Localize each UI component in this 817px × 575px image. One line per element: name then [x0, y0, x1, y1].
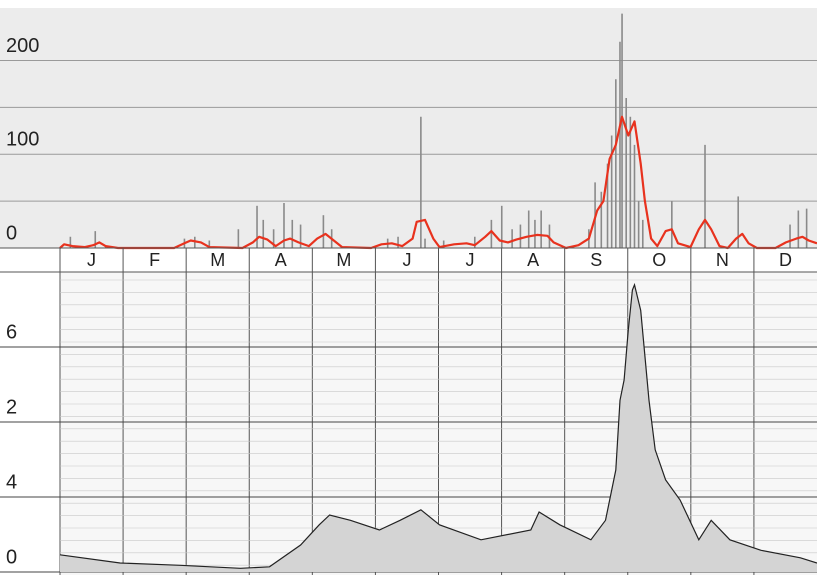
top-panel-bg	[0, 8, 817, 248]
y-tick-label: 200	[6, 35, 39, 57]
y-tick-label: 0	[6, 546, 17, 568]
bar	[256, 205, 258, 248]
area-fill	[60, 284, 817, 572]
bar	[615, 79, 617, 248]
bar	[322, 215, 325, 248]
bar	[237, 229, 240, 248]
month-label: J	[402, 250, 411, 270]
bar	[619, 41, 621, 248]
plot-layer: 0 100 200 J F M A M J J A S O N D 6 2 4 0	[0, 13, 817, 575]
month-label: D	[779, 250, 792, 270]
bar	[600, 191, 603, 248]
hydrograph-line	[59, 282, 817, 569]
bar	[789, 224, 791, 248]
month-label: S	[590, 250, 602, 270]
y-tick-label: 2	[6, 396, 17, 418]
bar	[527, 210, 530, 248]
bar	[629, 116, 632, 248]
bar	[625, 98, 627, 248]
bar	[637, 201, 640, 248]
y-tick-label: 100	[6, 129, 39, 151]
bar	[805, 208, 808, 248]
month-label: F	[149, 250, 160, 270]
y-tick-label: 0	[6, 222, 17, 244]
bar	[208, 240, 211, 248]
month-strip	[0, 248, 817, 272]
y-tick-label: 6	[6, 321, 17, 343]
bar	[511, 229, 513, 248]
bar	[94, 231, 97, 248]
month-label: J	[87, 250, 96, 270]
bar	[490, 219, 493, 248]
bar	[442, 240, 445, 248]
bar	[737, 196, 739, 248]
bar	[299, 224, 302, 248]
bar	[621, 13, 623, 248]
bar	[519, 224, 522, 248]
bar	[420, 116, 422, 248]
bar	[473, 236, 476, 248]
y-tick-label: 4	[6, 471, 17, 493]
bar	[262, 219, 265, 248]
month-label: O	[652, 250, 666, 270]
bar	[500, 205, 503, 248]
bar	[283, 203, 285, 248]
bar	[610, 135, 613, 248]
month-label: M	[336, 250, 351, 270]
bar	[606, 163, 609, 248]
month-label: A	[527, 250, 539, 270]
bar	[633, 144, 636, 248]
bar	[534, 219, 536, 248]
bar	[272, 229, 275, 248]
bar	[548, 224, 551, 248]
bar	[291, 219, 294, 248]
month-label: M	[210, 250, 225, 270]
bar	[540, 210, 542, 248]
bar	[69, 236, 72, 248]
bar	[704, 144, 706, 248]
month-label: A	[275, 250, 287, 270]
bar	[424, 238, 426, 248]
month-label: N	[716, 250, 729, 270]
bar	[397, 236, 399, 248]
month-label: J	[466, 250, 475, 270]
bar	[671, 201, 673, 248]
bar	[641, 219, 644, 248]
bar	[797, 210, 800, 248]
smoothed-line	[59, 115, 817, 250]
